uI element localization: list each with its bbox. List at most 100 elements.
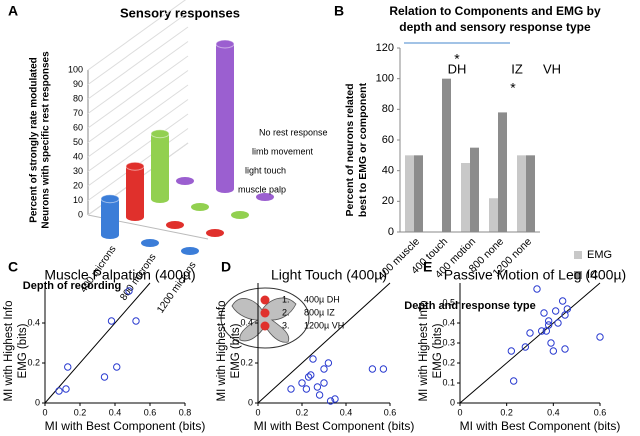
y-axis-label: EMG (bits) (230, 323, 242, 378)
y-tick-label: 0.2 (27, 357, 40, 367)
y-tick-label: 0.2 (442, 357, 455, 367)
bar (526, 155, 535, 232)
legend-label: IC (587, 269, 598, 281)
y-axis-label: Percent of neurons related (344, 83, 356, 216)
grid-line (87, 26, 189, 100)
cylinder-top (215, 39, 235, 49)
identity-line (44, 282, 151, 404)
cylinder-base (181, 247, 199, 255)
x-tick-label: 0.2 (74, 407, 87, 417)
data-point (331, 395, 339, 403)
grid-line (87, 12, 189, 85)
cylinder-body (126, 166, 144, 217)
data-point (537, 327, 546, 335)
grid-line (87, 70, 189, 143)
data-point (302, 385, 311, 393)
data-point (287, 385, 295, 393)
y-tick-label: 60 (73, 122, 83, 132)
x-tick-label: 0.2 (296, 407, 309, 417)
data-point (55, 387, 63, 395)
data-point (561, 345, 569, 353)
y-tick-label: 0.2 (240, 357, 253, 367)
bar (442, 78, 451, 233)
data-point (547, 339, 555, 347)
y-tick-label: 50 (73, 137, 83, 147)
annotation: * (510, 80, 516, 96)
x-axis-label: MI with Best Component (bits) (460, 419, 621, 433)
data-point (549, 347, 558, 355)
legend-swatch (574, 271, 582, 279)
data-point (320, 379, 328, 387)
identity-line (459, 282, 601, 404)
annotation: 400µ DH (304, 294, 340, 304)
y-tick-label: 0 (388, 226, 394, 238)
legend-label: muscle palp (238, 184, 286, 194)
y-tick-label: 0.5 (442, 297, 455, 307)
x-tick-label: 0.8 (179, 407, 192, 417)
panel-letter: D (221, 259, 231, 275)
panel-letter: B (334, 3, 344, 19)
identity-line (257, 282, 391, 404)
y-tick-label: 0 (248, 397, 253, 407)
y-tick-label: 0 (78, 209, 83, 219)
grid-line (87, 41, 189, 114)
x-tick-label: 0.6 (384, 407, 397, 417)
legend-swatch (574, 251, 582, 259)
grid-line (87, 113, 189, 187)
data-point (107, 317, 116, 325)
legend-label: light touch (245, 165, 286, 175)
data-point (62, 385, 70, 393)
y-tick-label: 100 (68, 64, 83, 74)
data-point (540, 309, 548, 317)
cylinder-top (125, 161, 145, 171)
data-point (507, 347, 516, 355)
grid-line (87, 55, 189, 129)
y-tick-label: 0.4 (27, 317, 40, 327)
cylinder-base (141, 239, 159, 247)
data-point (309, 355, 317, 363)
grid-line (87, 84, 189, 158)
cylinder-body (216, 44, 234, 189)
cylinder-body (151, 133, 169, 199)
data-point (563, 305, 572, 313)
chart-title: Relation to Components and EMG by (389, 4, 601, 18)
bar (489, 198, 498, 232)
data-point (596, 333, 604, 341)
y-axis-label: Percent of strongly rate modulated (29, 57, 40, 223)
y-axis-label: EMG (bits) (432, 323, 444, 378)
y-tick-label: 0.1 (442, 377, 455, 387)
cylinder-base (256, 193, 274, 201)
bar (498, 112, 507, 232)
grid-line (87, 99, 189, 172)
x-tick-label: 0.4 (340, 407, 353, 417)
cylinder-top (150, 129, 170, 139)
y-tick-label: 40 (382, 165, 394, 177)
data-point (533, 285, 541, 293)
site-dot (260, 321, 270, 331)
y-axis-label: MI with Highest Info (3, 301, 15, 402)
data-point (324, 359, 333, 367)
gray-matter (231, 297, 297, 343)
data-point (551, 307, 560, 315)
x-tick-label: 0 (457, 407, 462, 417)
y-tick-label: 20 (73, 180, 83, 190)
data-point (100, 373, 109, 381)
data-point (64, 363, 72, 371)
data-point (368, 365, 377, 373)
annotation: 1200µ VH (304, 320, 344, 330)
bar (517, 155, 526, 232)
data-point (113, 363, 121, 371)
cylinder-base (206, 229, 224, 237)
x-tick-label: 0.2 (500, 407, 513, 417)
cylinder-base (231, 211, 249, 219)
x-tick-label: 0.6 (594, 407, 607, 417)
cylinder-body (101, 198, 119, 235)
data-point (132, 317, 140, 325)
bar (461, 163, 470, 232)
x-axis-label: MI with Best Component (bits) (45, 419, 206, 433)
data-point (326, 397, 335, 405)
data-point (521, 343, 530, 351)
annotation: 800µ IZ (304, 307, 335, 317)
bar (470, 147, 479, 232)
y-tick-label: 0 (450, 397, 455, 407)
